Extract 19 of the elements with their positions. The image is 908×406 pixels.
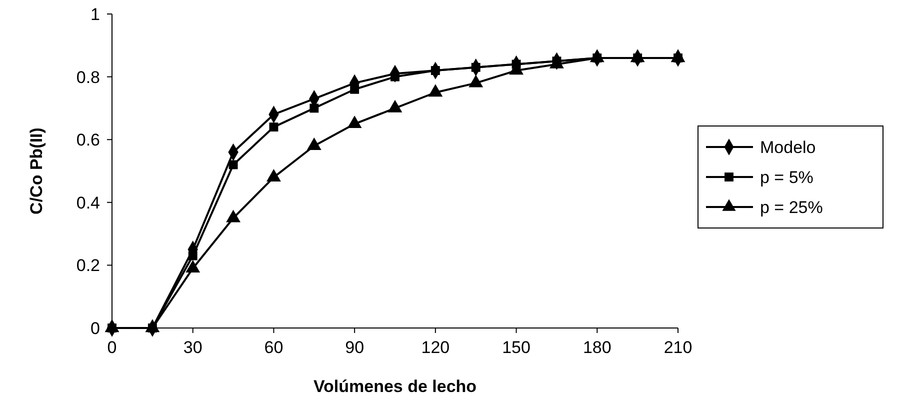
y-tick-label: 0 — [90, 318, 100, 338]
x-tick-label: 180 — [582, 338, 612, 357]
x-tick-label: 30 — [183, 338, 202, 357]
x-tick-label: 150 — [502, 338, 530, 357]
y-tick-label: 0.2 — [76, 256, 100, 276]
x-tick-label: 120 — [421, 338, 450, 357]
x-tick-label: 0 — [107, 338, 117, 357]
x-tick-label: 60 — [264, 338, 284, 357]
y-tick-label: 0.8 — [76, 68, 100, 87]
legend-label: Modelo — [760, 138, 816, 157]
y-tick-label: 1 — [90, 4, 100, 24]
legend-label: p = 5% — [760, 168, 814, 187]
y-axis-title: C/Co Pb(II) — [27, 128, 46, 214]
x-tick-label: 90 — [345, 338, 364, 357]
legend-label: p = 25% — [760, 198, 823, 217]
x-tick-label: 210 — [664, 338, 692, 357]
x-axis-title: Volúmenes de lecho — [313, 377, 477, 396]
y-tick-label: 0.6 — [76, 130, 100, 150]
y-tick-label: 0.4 — [76, 193, 100, 212]
